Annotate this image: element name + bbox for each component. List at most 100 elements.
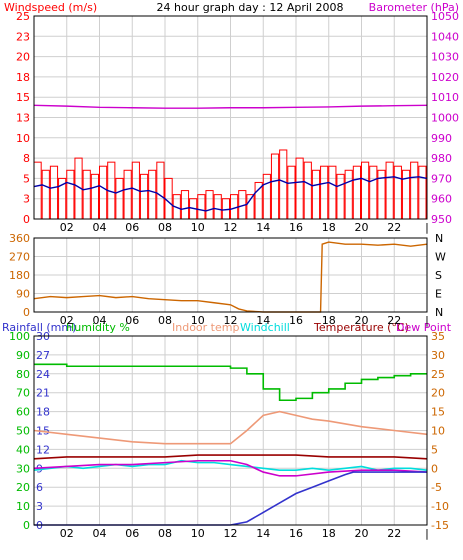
- panel-0-right-tick: 1030: [431, 51, 459, 64]
- panel-0-left-tick: 0: [23, 213, 30, 226]
- wind-axis-title: Windspeed (m/s): [4, 1, 97, 14]
- wind-gust-bar: [66, 169, 75, 220]
- windchill-line: [33, 459, 428, 472]
- legend-temperature: Temperature (°C): [313, 321, 409, 334]
- panel-2-right-tick: -10: [431, 500, 449, 513]
- panel-2-x-tick: 04: [93, 527, 107, 540]
- panel-0-right-tick: 1000: [431, 112, 459, 125]
- panel-0-left-tick: 5: [23, 172, 30, 185]
- panel-1-x-tick: |: [425, 314, 429, 327]
- panel-0-left-tick: 23: [16, 30, 30, 43]
- panel-2-left-tick: 100: [9, 330, 30, 343]
- wind-average-line: [33, 176, 428, 212]
- panel-1-right-tick: W: [435, 251, 446, 264]
- panel-0-right-tick: 950: [431, 213, 452, 226]
- wind-gust-bar: [270, 153, 280, 220]
- wind-direction-line: [33, 241, 428, 313]
- panel-0-right-tick: 1020: [431, 71, 459, 84]
- panel-1-right-tick: S: [435, 269, 442, 282]
- wind-gust-bar: [361, 161, 370, 220]
- panel-0-left-tick: 13: [16, 112, 30, 125]
- panel-2-right-tick: -5: [431, 481, 442, 494]
- wind-gust-bar: [410, 161, 419, 220]
- panel-1-frame: [33, 237, 428, 313]
- panel-1-left-tick: 180: [9, 269, 30, 282]
- wind-gust-bar: [279, 149, 288, 220]
- panel-2-left-tick: 80: [16, 368, 30, 381]
- wind-gust-bar: [156, 161, 165, 220]
- panel-2-right-tick: -15: [431, 519, 449, 532]
- panel-2-right-tick: 15: [431, 406, 445, 419]
- panel-2-rain-tick: 18: [36, 406, 50, 419]
- legend-indoor-temp: Indoor temp: [172, 321, 239, 334]
- panel-2-left-tick: 0: [23, 519, 30, 532]
- panel-0-x-tick: 18: [322, 221, 336, 234]
- panel-2-x-tick: 10: [191, 527, 205, 540]
- panel-0-left-tick: 15: [16, 91, 30, 104]
- wind-gust-bar: [336, 173, 345, 220]
- panel-2-right-tick: 0: [431, 462, 438, 475]
- panel-1-x-tick: 08: [158, 314, 172, 327]
- wind-gust-bar: [262, 173, 271, 220]
- panel-2-frame: [33, 335, 428, 526]
- panel-0-right-tick: 980: [431, 152, 452, 165]
- panel-0-x-tick: 02: [60, 221, 74, 234]
- wind-gust-bar: [148, 169, 157, 220]
- wind-gust-bar: [33, 161, 42, 220]
- panel-0-left-tick: 25: [16, 10, 30, 23]
- wind-gust-bar: [123, 169, 132, 220]
- barometer-axis-title: Barometer (hPa): [369, 1, 459, 14]
- panel-2-right-tick: 10: [431, 425, 445, 438]
- panel-2-right-tick: 5: [431, 443, 438, 456]
- panel-1-x-tick: 12: [224, 314, 238, 327]
- dew-point-line: [33, 459, 428, 477]
- panel-0-x-tick: 08: [158, 221, 172, 234]
- panel-2-x-tick: 06: [125, 527, 139, 540]
- panel-1-right-tick: E: [435, 288, 442, 301]
- panel-0-x-tick: 14: [256, 221, 270, 234]
- wind-gust-bar: [82, 169, 91, 220]
- panel-0-left-tick: 18: [16, 71, 30, 84]
- panel-2-x-tick: 22: [387, 527, 401, 540]
- wind-gust-bar: [180, 190, 190, 220]
- panel-2-left-tick: 30: [16, 462, 30, 475]
- panel-0-right-tick: 1010: [431, 91, 459, 104]
- wind-gust-bar: [328, 165, 337, 220]
- panel-0-left-tick: 8: [23, 152, 30, 165]
- wind-gust-bar: [418, 165, 427, 220]
- panel-2-x-tick: 20: [355, 527, 369, 540]
- panel-2-left-tick: 40: [16, 443, 30, 456]
- panel-1-x-tick: 20: [355, 314, 369, 327]
- panel-0-right-tick: 1040: [431, 30, 459, 43]
- panel-2-left-tick: 70: [16, 387, 30, 400]
- panel-2-x-tick: 14: [256, 527, 270, 540]
- panel-2-left-tick: 20: [16, 481, 30, 494]
- temperature-line: [33, 454, 428, 460]
- panel-1-x-tick: 04: [93, 314, 107, 327]
- panel-0-x-tick: |: [425, 221, 429, 234]
- panel-2-rain-tick: 12: [36, 443, 50, 456]
- wind-gust-bar: [49, 165, 59, 220]
- legend-rainfall: Rainfall (mm): [2, 321, 76, 334]
- wind-gust-bar: [393, 165, 402, 220]
- panel-1-right-tick: N: [435, 232, 443, 245]
- panel-0-x-tick: 06: [125, 221, 139, 234]
- panel-2-x-tick: 02: [60, 527, 74, 540]
- panel-1-x-tick: 14: [256, 314, 270, 327]
- panel-1-right-tick: N: [435, 306, 443, 319]
- panel-1-left-tick: 90: [16, 288, 30, 301]
- wind-gust-bar: [295, 157, 304, 220]
- panel-0-left-tick: 20: [16, 51, 30, 64]
- panel-2-left-tick: 90: [16, 349, 30, 362]
- panel-0-left-tick: 10: [16, 132, 30, 145]
- panel-0-right-tick: 970: [431, 172, 452, 185]
- panel-1-x-tick: 18: [322, 314, 336, 327]
- panel-1-left-tick: 270: [9, 251, 30, 264]
- wind-gust-bar: [352, 165, 361, 220]
- wind-gust-bar: [369, 165, 378, 220]
- humidity-line: [34, 363, 427, 402]
- legend-humidity: Humidity %: [66, 321, 130, 334]
- wind-gust-bar: [303, 161, 312, 220]
- panel-0-x-tick: 10: [191, 221, 205, 234]
